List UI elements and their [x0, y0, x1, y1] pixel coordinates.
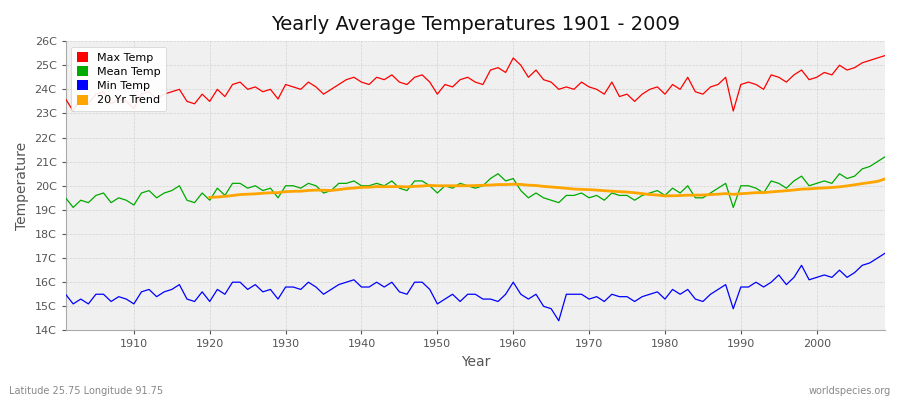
Text: Latitude 25.75 Longitude 91.75: Latitude 25.75 Longitude 91.75	[9, 386, 163, 396]
Legend: Max Temp, Mean Temp, Min Temp, 20 Yr Trend: Max Temp, Mean Temp, Min Temp, 20 Yr Tre…	[71, 47, 166, 111]
Title: Yearly Average Temperatures 1901 - 2009: Yearly Average Temperatures 1901 - 2009	[271, 15, 680, 34]
Y-axis label: Temperature: Temperature	[15, 142, 29, 230]
Text: worldspecies.org: worldspecies.org	[809, 386, 891, 396]
X-axis label: Year: Year	[461, 355, 490, 369]
